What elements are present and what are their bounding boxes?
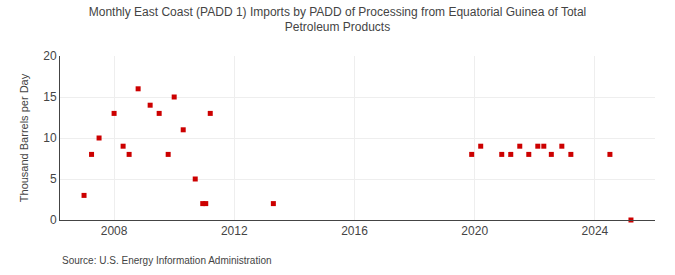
svg-text:2012: 2012 — [221, 224, 248, 238]
svg-text:5: 5 — [50, 172, 57, 186]
svg-text:2020: 2020 — [461, 224, 488, 238]
svg-text:2024: 2024 — [582, 224, 609, 238]
svg-text:2016: 2016 — [341, 224, 368, 238]
svg-text:Monthly East Coast (PADD 1) Im: Monthly East Coast (PADD 1) Imports by P… — [89, 5, 587, 35]
svg-text:15: 15 — [43, 90, 57, 104]
svg-text:0: 0 — [50, 213, 57, 227]
svg-text:Thousand Barrels per Day: Thousand Barrels per Day — [18, 73, 30, 202]
svg-text:20: 20 — [43, 49, 57, 63]
svg-text:Source: U.S. Energy Informatio: Source: U.S. Energy Information Administ… — [62, 255, 272, 266]
svg-text:10: 10 — [43, 131, 57, 145]
svg-text:2008: 2008 — [101, 224, 128, 238]
